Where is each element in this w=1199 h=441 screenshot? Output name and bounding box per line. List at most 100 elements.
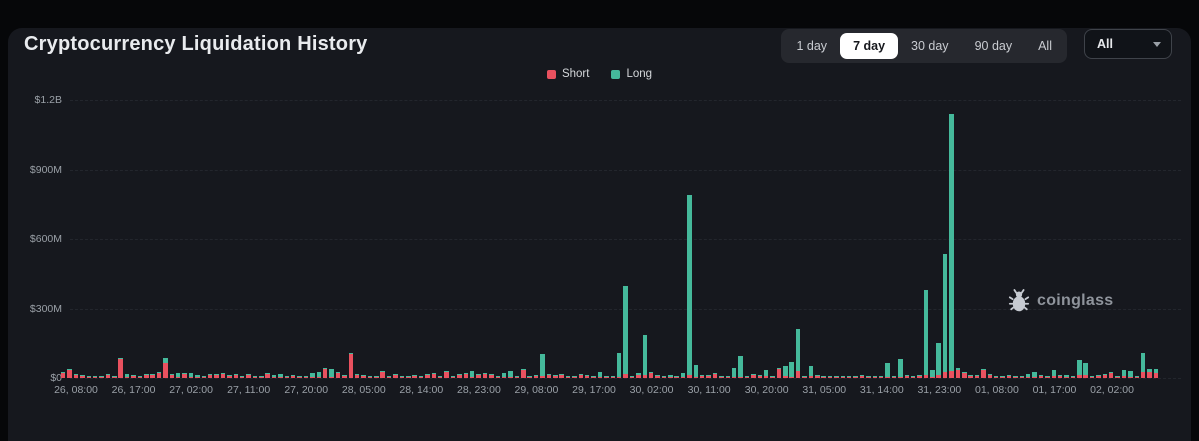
bar[interactable] <box>162 100 168 378</box>
bar[interactable] <box>405 100 411 378</box>
bar[interactable] <box>1038 100 1044 378</box>
bar[interactable] <box>1019 100 1025 378</box>
bar[interactable] <box>635 100 641 378</box>
bar[interactable] <box>801 100 807 378</box>
bar[interactable] <box>737 100 743 378</box>
bar[interactable] <box>277 100 283 378</box>
bar[interactable] <box>910 100 916 378</box>
bar[interactable] <box>392 100 398 378</box>
bar[interactable] <box>820 100 826 378</box>
bar[interactable] <box>776 100 782 378</box>
bar[interactable] <box>245 100 251 378</box>
bar[interactable] <box>833 100 839 378</box>
bar[interactable] <box>399 100 405 378</box>
bar[interactable] <box>475 100 481 378</box>
bar[interactable] <box>507 100 513 378</box>
bar[interactable] <box>137 100 143 378</box>
bar[interactable] <box>546 100 552 378</box>
bar[interactable] <box>1153 100 1159 378</box>
bar[interactable] <box>661 100 667 378</box>
bar[interactable] <box>999 100 1005 378</box>
bar[interactable] <box>725 100 731 378</box>
bar[interactable] <box>852 100 858 378</box>
bar[interactable] <box>795 100 801 378</box>
bar[interactable] <box>974 100 980 378</box>
bar[interactable] <box>105 100 111 378</box>
bar[interactable] <box>290 100 296 378</box>
bar[interactable] <box>437 100 443 378</box>
bar[interactable] <box>980 100 986 378</box>
bar[interactable] <box>1127 100 1133 378</box>
legend-item-long[interactable]: Long <box>611 68 652 80</box>
bar[interactable] <box>354 100 360 378</box>
bar[interactable] <box>1089 100 1095 378</box>
bar[interactable] <box>1012 100 1018 378</box>
range-button-2[interactable]: 30 day <box>911 39 949 53</box>
range-button-0[interactable]: 1 day <box>796 39 828 53</box>
bar[interactable] <box>92 100 98 378</box>
bar[interactable] <box>808 100 814 378</box>
bar[interactable] <box>169 100 175 378</box>
bar[interactable] <box>488 100 494 378</box>
bar[interactable] <box>565 100 571 378</box>
bar[interactable] <box>118 100 124 378</box>
bar[interactable] <box>763 100 769 378</box>
bar[interactable] <box>1095 100 1101 378</box>
bar[interactable] <box>967 100 973 378</box>
bar[interactable] <box>680 100 686 378</box>
bar[interactable] <box>642 100 648 378</box>
bar[interactable] <box>271 100 277 378</box>
bar[interactable] <box>495 100 501 378</box>
bar[interactable] <box>923 100 929 378</box>
bar[interactable] <box>718 100 724 378</box>
bar[interactable] <box>942 100 948 378</box>
bar[interactable] <box>578 100 584 378</box>
bar[interactable] <box>322 100 328 378</box>
bar[interactable] <box>1051 100 1057 378</box>
bar[interactable] <box>411 100 417 378</box>
bar[interactable] <box>527 100 533 378</box>
bar[interactable] <box>341 100 347 378</box>
bar[interactable] <box>418 100 424 378</box>
bar[interactable] <box>539 100 545 378</box>
bar[interactable] <box>897 100 903 378</box>
bar[interactable] <box>482 100 488 378</box>
bar[interactable] <box>891 100 897 378</box>
bar[interactable] <box>79 100 85 378</box>
bar[interactable] <box>1044 100 1050 378</box>
bar[interactable] <box>348 100 354 378</box>
bar[interactable] <box>629 100 635 378</box>
bar[interactable] <box>309 100 315 378</box>
bar[interactable] <box>443 100 449 378</box>
bar[interactable] <box>226 100 232 378</box>
bar[interactable] <box>424 100 430 378</box>
bar[interactable] <box>616 100 622 378</box>
range-button-4[interactable]: All <box>1038 39 1052 53</box>
bar[interactable] <box>335 100 341 378</box>
bar[interactable] <box>360 100 366 378</box>
bar[interactable] <box>284 100 290 378</box>
bar[interactable] <box>648 100 654 378</box>
bar[interactable] <box>552 100 558 378</box>
bar[interactable] <box>1140 100 1146 378</box>
bar[interactable] <box>712 100 718 378</box>
bar[interactable] <box>111 100 117 378</box>
legend-item-short[interactable]: Short <box>546 68 589 80</box>
bar[interactable] <box>936 100 942 378</box>
bar[interactable] <box>1006 100 1012 378</box>
bar[interactable] <box>296 100 302 378</box>
bar[interactable] <box>1076 100 1082 378</box>
bar[interactable] <box>814 100 820 378</box>
bar[interactable] <box>431 100 437 378</box>
bar[interactable] <box>316 100 322 378</box>
bar[interactable] <box>686 100 692 378</box>
bar[interactable] <box>827 100 833 378</box>
bar[interactable] <box>1025 100 1031 378</box>
bar[interactable] <box>782 100 788 378</box>
bar[interactable] <box>1070 100 1076 378</box>
bar[interactable] <box>603 100 609 378</box>
bar[interactable] <box>1134 100 1140 378</box>
bar[interactable] <box>705 100 711 378</box>
bar[interactable] <box>188 100 194 378</box>
bar[interactable] <box>929 100 935 378</box>
